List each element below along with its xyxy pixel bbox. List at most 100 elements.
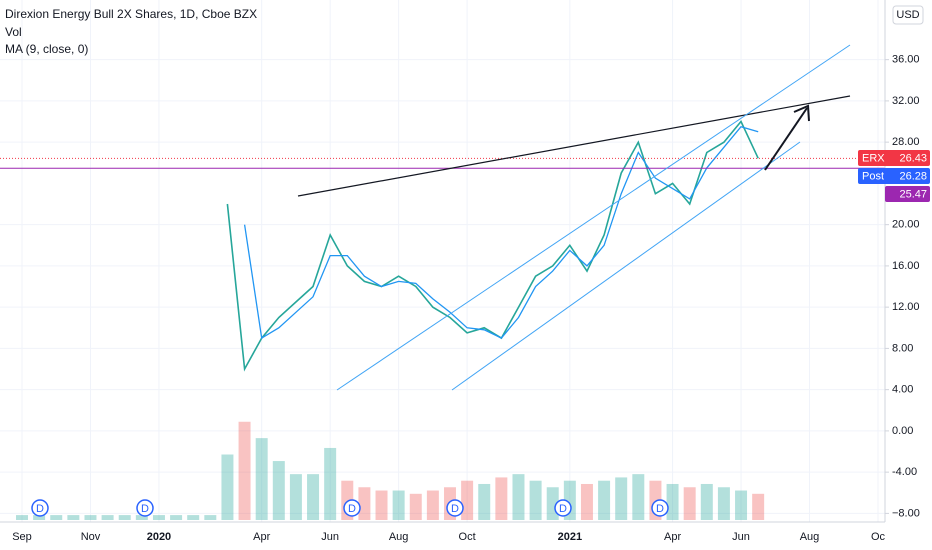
channel-upper xyxy=(336,44,851,391)
dividend-label: D xyxy=(348,503,356,515)
volume-bar xyxy=(324,447,337,520)
volume-bar xyxy=(461,480,474,520)
volume-bar xyxy=(67,515,80,520)
volume-bar xyxy=(101,515,114,520)
volume-bar xyxy=(683,487,696,520)
chart-title: Direxion Energy Bull 2X Shares, 1D, Cboe… xyxy=(5,7,257,21)
overlay: 36.00 32.00 28.00 20.00 16.00 12.00 8.00 4.00 0.… xyxy=(12,54,930,543)
y-tick-label: −8.00 xyxy=(892,507,920,519)
volume-bar xyxy=(204,515,217,520)
y-tick-label: 4.00 xyxy=(892,384,913,396)
volume-bar xyxy=(84,515,97,520)
series-line xyxy=(243,125,759,340)
y-tick-label: 32.00 xyxy=(892,95,920,107)
dividend-label: D xyxy=(36,503,44,515)
volume-bar xyxy=(16,515,28,520)
volume-bar xyxy=(563,480,576,520)
volume-bar xyxy=(187,515,200,520)
volume-bar xyxy=(426,490,439,520)
price-label-value: 26.43 xyxy=(899,152,927,164)
volume-bar xyxy=(341,480,354,520)
x-tick-label: Sep xyxy=(12,531,32,543)
price-label-name: Post xyxy=(862,170,884,182)
dividend-marker xyxy=(554,499,572,517)
volume-bar xyxy=(392,490,405,520)
y-tick-label: 12.00 xyxy=(892,301,920,313)
volume-bar xyxy=(752,493,765,520)
price-label-name: ERX xyxy=(862,152,885,164)
price-label-value: 26.28 xyxy=(899,170,927,182)
volume-bar xyxy=(238,421,251,520)
volume-bar xyxy=(529,480,542,520)
volume-bar xyxy=(615,477,628,520)
x-tick-label: Jun xyxy=(321,531,339,543)
volume-bar xyxy=(717,487,730,520)
dividend-marker xyxy=(446,499,464,517)
x-tick-label: Jun xyxy=(732,531,750,543)
volume-bar xyxy=(289,474,302,520)
volume-bar xyxy=(735,490,748,520)
x-tick-label: Aug xyxy=(389,531,409,543)
volume-bar xyxy=(272,461,285,520)
price-label-box xyxy=(858,150,930,166)
y-tick-label: 28.00 xyxy=(892,136,920,148)
trend-line xyxy=(297,95,851,197)
currency-box[interactable] xyxy=(892,5,924,25)
x-tick-label: Oct xyxy=(459,531,476,543)
arrow-head xyxy=(793,104,810,122)
volume-bar xyxy=(118,515,131,520)
volume-bar xyxy=(170,515,183,520)
x-tick-label: Apr xyxy=(664,531,681,543)
indicator-label: MA (9, close, 0) xyxy=(5,42,88,56)
dividend-marker xyxy=(343,499,361,517)
volume-bar xyxy=(409,493,422,520)
volume-bar xyxy=(649,480,662,520)
volume-bar xyxy=(33,515,46,520)
price-label-box xyxy=(885,186,930,202)
volume-bar xyxy=(358,487,371,520)
dividend-label: D xyxy=(656,503,664,515)
y-tick-label: -4.00 xyxy=(892,466,917,478)
dividend-marker xyxy=(31,499,49,517)
volume-bar xyxy=(255,438,268,520)
y-tick-label: 16.00 xyxy=(892,260,920,272)
volume-bar xyxy=(512,474,525,520)
y-tick-label: 8.00 xyxy=(892,342,913,354)
volume-bar xyxy=(50,515,63,520)
x-tick-label: Nov xyxy=(81,531,101,543)
volume-bar xyxy=(495,477,508,520)
dividend-label: D xyxy=(451,503,459,515)
x-tick-label: 2021 xyxy=(558,531,582,543)
volume-bar xyxy=(478,483,491,520)
volume-bar xyxy=(135,515,148,520)
volume-bar xyxy=(307,474,320,520)
indicator-label: Vol xyxy=(5,25,22,39)
dividend-marker xyxy=(136,499,154,517)
volume-bar xyxy=(375,490,388,520)
volume-bar xyxy=(580,483,593,520)
dividend-label: D xyxy=(559,503,567,515)
y-tick-label: 36.00 xyxy=(892,54,920,66)
volume-bar xyxy=(666,483,679,520)
y-tick-label: 20.00 xyxy=(892,219,920,231)
price-panel xyxy=(0,120,885,372)
x-tick-label: Apr xyxy=(253,531,270,543)
x-tick-label: Aug xyxy=(800,531,820,543)
volume-panel xyxy=(16,421,765,520)
channel-lower xyxy=(451,141,801,391)
volume-bar xyxy=(152,515,165,520)
currency[interactable]: USD xyxy=(896,9,919,21)
volume-bar xyxy=(546,487,559,520)
price-label-box xyxy=(858,168,930,184)
volume-bar xyxy=(700,483,713,520)
arrow xyxy=(764,107,808,171)
volume-bar xyxy=(221,454,234,520)
price-label-value: 25.47 xyxy=(899,188,927,200)
volume-bar xyxy=(598,480,611,520)
y-tick-label: 0.00 xyxy=(892,425,913,437)
dividend-marker xyxy=(651,499,669,517)
x-tick-label: 2020 xyxy=(147,531,171,543)
dividend-label: D xyxy=(141,503,149,515)
